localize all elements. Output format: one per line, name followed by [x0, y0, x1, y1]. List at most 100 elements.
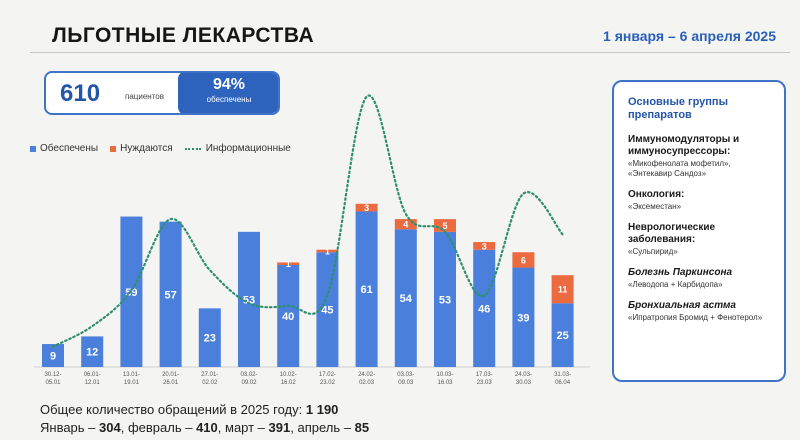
legend-label-informational: Информационные [205, 143, 291, 154]
drug-groups-card: Основные группы препаратов Иммуномодулят… [612, 80, 786, 382]
legend-swatch-provided [30, 145, 36, 152]
x-tick-label: 26.01 [163, 380, 179, 386]
x-tick-label: 02.02 [202, 380, 218, 386]
x-tick-label: 31.03- [554, 372, 571, 378]
drug-group-drugs: «Эксеместан» [628, 202, 682, 211]
bar-provided [81, 336, 104, 367]
x-tick-label: 23.02 [320, 380, 336, 386]
drug-group-name: Болезнь Паркинсона [628, 267, 733, 278]
data-label-provided: 45 [321, 305, 333, 317]
bar-provided [238, 231, 260, 367]
data-label-provided: 23 [204, 333, 216, 345]
bar-provided [277, 265, 300, 367]
drug-group-name: Бронхиальная астма [628, 300, 736, 311]
x-tick-label: 06.04 [555, 380, 571, 386]
date-range: 1 января – 6 апреля 2025 [603, 28, 776, 44]
data-label-provided: 53 [243, 294, 255, 306]
patients-count: 610 [60, 80, 101, 107]
x-tick-label: 10.02- [280, 372, 297, 378]
data-label-needed: 3 [482, 241, 487, 251]
bar-provided [551, 303, 574, 367]
march-label: , март – [217, 420, 265, 435]
legend-label-needed: Нуждаются [120, 143, 173, 154]
informational-line [51, 94, 564, 348]
data-label-needed: 4 [403, 220, 408, 230]
bar-provided [159, 221, 182, 367]
bar-provided [355, 211, 378, 367]
data-label-provided: 12 [86, 347, 98, 359]
x-tick-label: 09.03 [398, 380, 414, 386]
x-tick-label: 30.12- [44, 372, 61, 378]
drug-group-drugs: «Сульпирид» [628, 247, 678, 256]
drug-group-name: Онкология: [628, 189, 685, 200]
x-tick-label: 23.03 [477, 380, 493, 386]
legend-swatch-needed [110, 145, 117, 152]
x-tick-label: 16.03 [437, 380, 453, 386]
bar-needed [277, 262, 300, 265]
april-value: 85 [354, 420, 370, 435]
x-tick-label: 02.03 [359, 380, 375, 386]
february-label: , февраль – [120, 420, 193, 435]
bar-needed [355, 203, 378, 212]
x-tick-label: 19.01 [124, 380, 140, 386]
total-requests-line: Общее количество обращений в 2025 году: … [40, 402, 338, 417]
january-value: 304 [99, 420, 121, 435]
drug-group-neurology: Неврологические заболевания: «Сульпирид» [628, 222, 772, 257]
header-divider [30, 52, 790, 53]
drug-group-oncology: Онкология: «Эксеместан» [628, 189, 772, 212]
x-tick-label: 30.03 [516, 380, 532, 386]
monthly-requests-line: Январь – 304, февраль – 410, март – 391,… [40, 420, 369, 435]
bar-needed [551, 275, 574, 304]
april-label: , апрель – [290, 420, 351, 435]
data-label-provided: 61 [360, 284, 372, 296]
provided-percent: 94% [212, 76, 246, 93]
total-requests-value: 1 190 [305, 402, 339, 417]
bar-provided [394, 229, 417, 367]
summary-stat-box: 610 пациентов 94% обеспечены [44, 71, 280, 115]
data-label-needed: 6 [521, 255, 526, 265]
drug-groups-heading: Основные группы препаратов [628, 96, 728, 121]
total-requests-label: Общее количество обращений в 2025 году: [40, 402, 303, 417]
data-label-provided: 25 [556, 330, 568, 342]
drug-group-name: Иммуномодуляторы и иммуносупрессоры: [628, 134, 740, 157]
bar-provided [473, 249, 496, 367]
bar-provided [512, 267, 535, 367]
legend-label-provided: Обеспечены [40, 143, 99, 154]
provided-percent-label: обеспечены [206, 95, 252, 104]
data-label-needed: 3 [364, 203, 369, 213]
data-label-needed: 1 [325, 246, 330, 256]
january-label: Январь – [40, 420, 96, 435]
x-tick-label: 16.02 [281, 380, 297, 386]
x-tick-label: 12.01 [85, 380, 101, 386]
legend-swatch-informational [184, 147, 201, 150]
bar-needed [473, 242, 496, 250]
x-tick-label: 24.03- [515, 372, 532, 378]
data-label-provided: 46 [478, 303, 490, 315]
x-tick-label: 06.01- [84, 372, 101, 378]
page-title: ЛЬГОТНЫЕ ЛЕКАРСТВА [52, 24, 315, 47]
x-tick-label: 24.02- [358, 372, 375, 378]
march-value: 391 [268, 420, 291, 435]
bar-provided [198, 308, 221, 367]
bar-needed [394, 219, 417, 230]
provided-percent-badge: 94% обеспечены [178, 73, 278, 113]
data-label-needed: 11 [558, 285, 568, 295]
data-label-provided: 9 [50, 351, 56, 363]
drug-group-name: Неврологические заболевания: [628, 222, 716, 245]
patients-label: пациентов [125, 92, 164, 101]
data-label-needed: 1 [286, 259, 291, 269]
data-label-provided: 39 [517, 312, 529, 324]
drug-group-drugs: «Ипратропия Бромид + Фенотерол» [628, 313, 763, 322]
bar-provided [42, 344, 64, 367]
legend-item-needed: Нуждаются [110, 143, 173, 154]
x-tick-label: 09.02 [241, 380, 257, 386]
data-label-provided: 53 [439, 294, 451, 306]
data-label-provided: 54 [400, 293, 413, 305]
bar-provided [434, 231, 456, 367]
x-tick-label: 03.03- [397, 372, 414, 378]
bar-needed [316, 249, 339, 253]
drug-group-drugs: «Микофенолата мофетил», «Энтекавир Сандо… [628, 159, 731, 178]
drug-group-asthma: Бронхиальная астма «Ипратропия Бромид + … [628, 300, 772, 323]
drug-group-immuno: Иммуномодуляторы и иммуносупрессоры: «Ми… [628, 134, 772, 179]
legend-item-provided: Обеспечены [30, 143, 98, 154]
